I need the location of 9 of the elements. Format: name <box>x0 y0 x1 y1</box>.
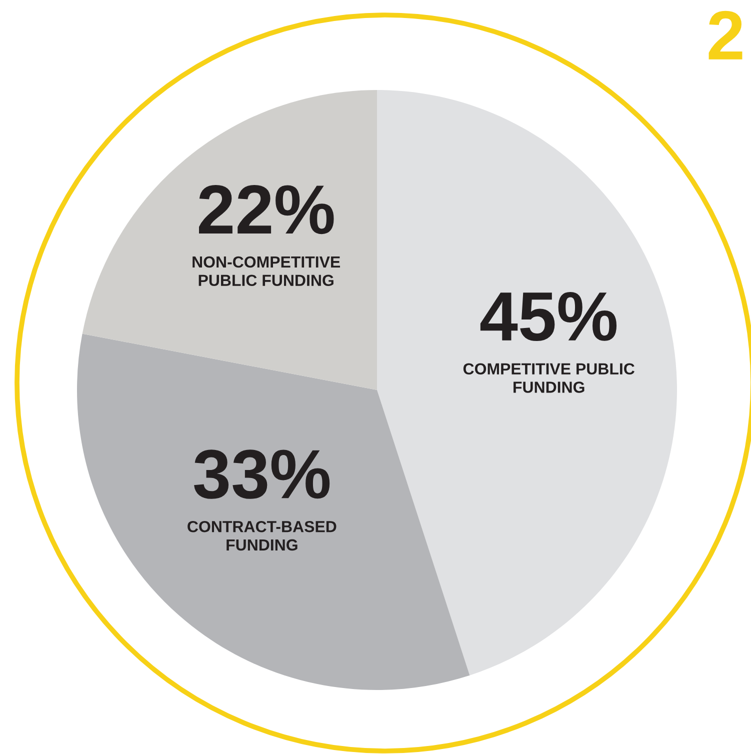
data-label: 22% <box>199 185 334 234</box>
data-label: 45% <box>480 292 617 342</box>
pie-slice <box>82 90 377 390</box>
pie-slice <box>377 90 677 676</box>
slice-label: COMPETITIVE PUBLIC FUNDING <box>463 363 634 393</box>
text: 2 <box>708 10 742 60</box>
data-label: 33% <box>194 450 330 499</box>
slice-label: NON-COMPETITIVE PUBLIC FUNDING <box>192 256 340 286</box>
slice-label: CONTRACT-BASED FUNDING <box>188 520 336 551</box>
